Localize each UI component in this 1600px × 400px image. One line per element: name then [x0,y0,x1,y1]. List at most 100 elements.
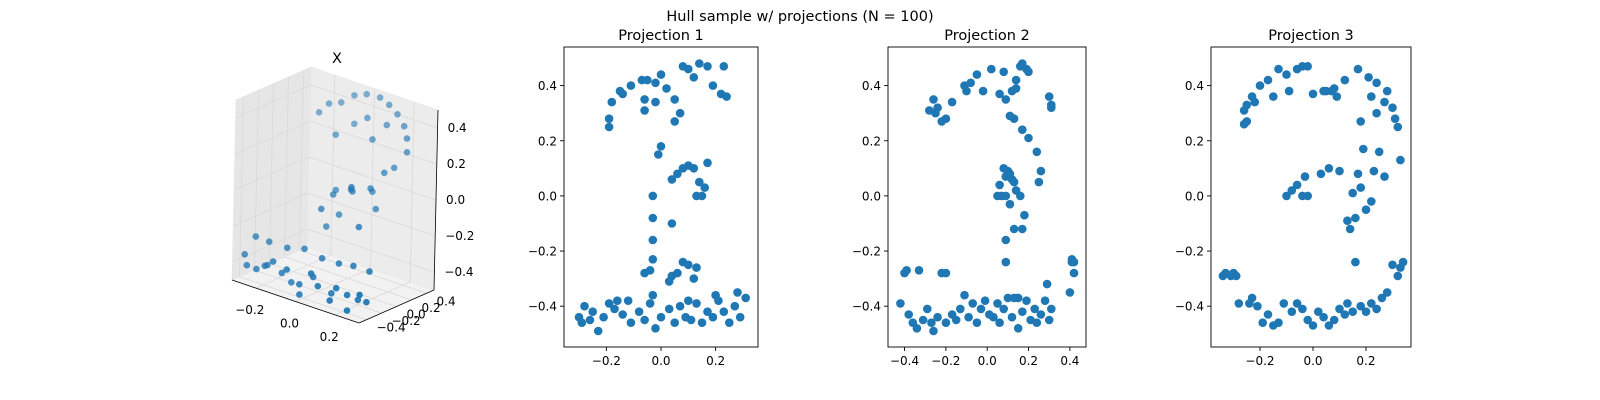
projection-1-point [651,78,660,88]
projection-2-point [1047,304,1056,314]
projection-1-point [711,290,720,300]
point-3d [348,183,355,191]
projection-1-point [689,274,699,283]
point-3d [325,100,333,107]
y3d-tick-label: −0.2 [392,314,421,328]
projection-3-point [1343,299,1352,308]
projection-1-point [648,254,658,264]
projection-3-point [1351,213,1360,223]
point-3d [394,111,401,118]
projection-3-point [1340,75,1350,85]
point-3d [301,245,308,253]
x-axis-line [231,279,360,324]
projection-3-point [1396,155,1405,165]
projection-2-point [1030,304,1039,314]
point-3d [356,291,363,299]
projection-2-y-tick-label: −0.2 [852,245,881,259]
projection-2-point [1069,268,1079,278]
projection-3-y-tick-label: −0.2 [1175,245,1204,259]
projection-2-title: Projection 2 [944,28,1030,44]
projection-2-point [1013,293,1023,303]
point-3d [253,265,260,273]
point-3d [315,109,323,116]
point-3d [400,122,408,130]
projection-3-point [1284,86,1294,96]
projection-3-point [1303,191,1312,201]
projection-2-point [1024,133,1033,143]
projection-3-x-tick-label: −0.2 [1245,354,1274,368]
projection-1-point [703,158,712,168]
projection-2-y-tick-label: 0.2 [862,134,881,148]
projection-3-point [1390,114,1400,123]
projection-1-point [623,296,633,306]
projection-1-point [692,299,701,308]
projection-1-point [593,326,603,336]
projection-1-point [643,75,652,85]
projection-1-point [656,70,666,79]
projection-2-point [989,312,998,322]
projection-2-point [1040,296,1050,306]
figure-suptitle: Hull sample w/ projections (N = 100) [666,9,933,25]
projection-2-point [1034,177,1044,187]
z3d-tick-label: −0.2 [445,229,474,243]
projection-3-point [1351,257,1360,267]
projection-3-point [1329,315,1339,325]
projection-2-x-tick-label: 0.2 [1019,354,1038,368]
projection-3-point [1303,62,1312,71]
point-3d [278,269,286,277]
point-3d [252,233,260,240]
projection-3-point [1340,310,1350,319]
projection-1-point [662,84,671,93]
projection-2-point [1065,288,1075,297]
y3d-tick-label: 0.4 [437,294,456,308]
projection-1-point [577,318,587,328]
projection-3-point [1372,78,1381,88]
projection-1-point [703,62,712,71]
projection-3-y-tick-label: 0.2 [1185,134,1204,148]
point-3d [335,211,343,218]
projection-1-x-tick-label: 0.2 [706,354,725,368]
projection-2-point [925,106,934,115]
projection-1-point [673,169,682,179]
projection-1-point [640,95,649,104]
projection-2-point [1005,111,1015,121]
projection-1-point [722,92,731,101]
projection-3-point [1282,191,1291,201]
projection-2-point [987,64,996,74]
projection-2-point [999,67,1008,77]
panel-projection-2: Projection 2 −0.4 −0.2 0.0 0.2 0.4 −0.4 −0.2 0.… [852,28,1087,368]
projection-2-point [1001,235,1011,245]
point-3d [296,281,303,288]
projection-2-point [947,97,957,107]
projection-2-point [904,310,913,319]
projection-2-point [999,304,1008,314]
projection-3-point [1348,307,1357,317]
projection-3-point [1319,312,1328,322]
projection-2-point [1018,125,1027,134]
projection-2-point [978,86,988,96]
projection-1-point [689,164,699,173]
projection-1-point [626,318,636,328]
projection-1-point [684,64,693,74]
projection-1-point [645,299,655,308]
projection-3-point [1242,117,1252,126]
point-3d [390,164,398,172]
projection-1-point [703,307,712,317]
projection-3-point [1345,224,1355,234]
projection-2-point [980,296,990,306]
projection-2-point [1007,312,1017,322]
projection-1-point [588,307,597,317]
projection-2-x-tick-label: 0.0 [978,354,997,368]
grid-line-y-floor [254,269,382,314]
projection-2-point [995,89,1004,99]
projection-2-point [941,268,951,278]
projection-3-point [1319,86,1328,96]
grid-line-z-left [234,120,310,155]
point-3d [383,121,391,129]
projection-3-point [1327,86,1336,96]
projection-2-point [929,95,938,104]
projection-2-x-tick-label: 0.4 [1060,354,1079,368]
projection-3-point [1308,321,1318,330]
point-3d [329,191,337,198]
